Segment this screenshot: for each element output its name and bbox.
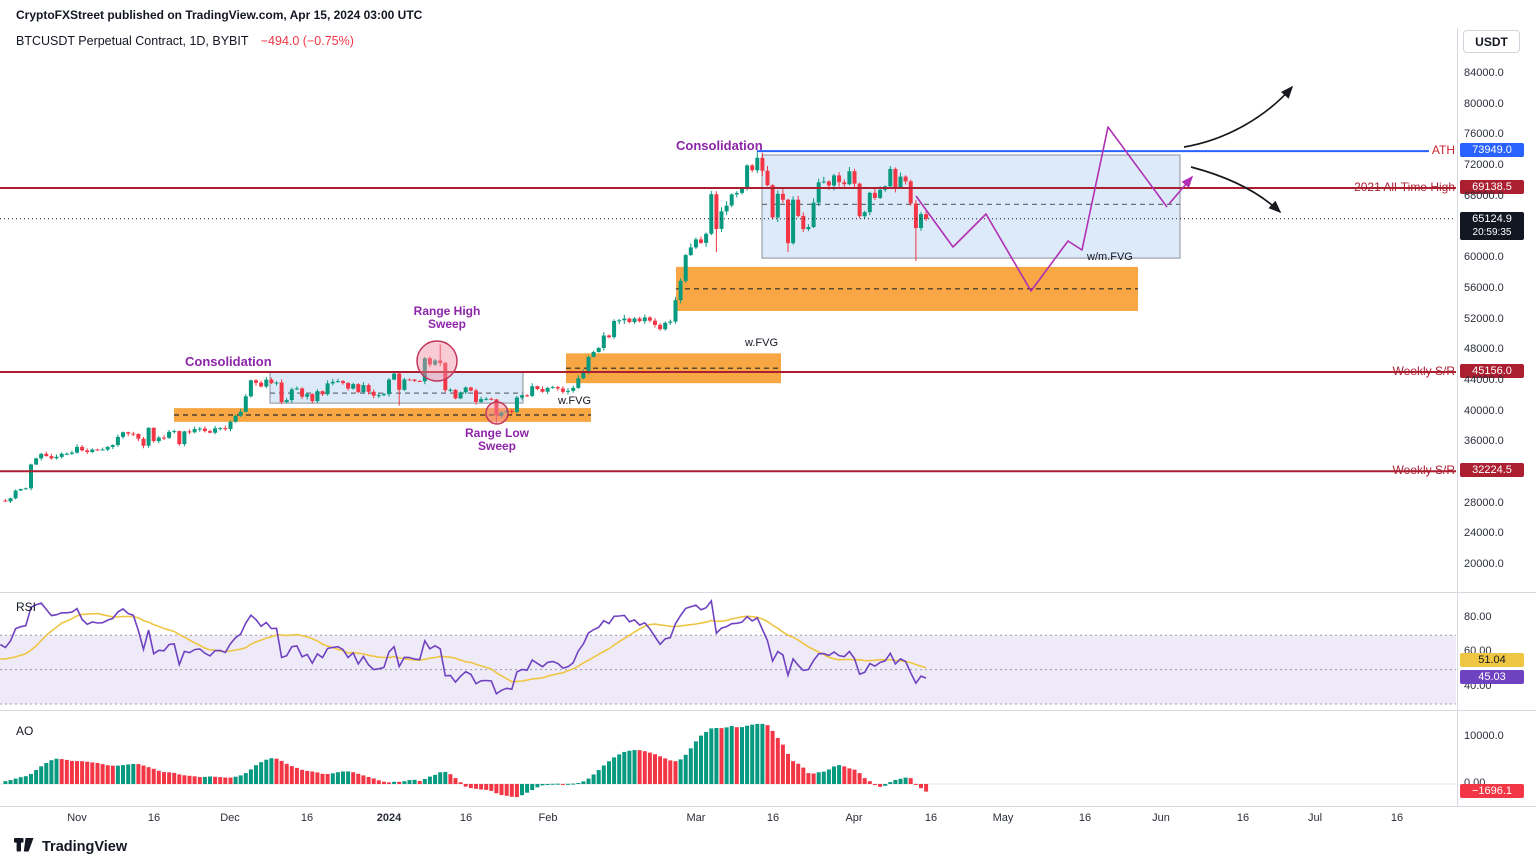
- bearish-rejection-arrow[interactable]: [1190, 166, 1282, 214]
- panel-separator: [0, 592, 1536, 593]
- tradingview-logo-icon[interactable]: [14, 838, 35, 855]
- panel-separator: [0, 710, 1536, 711]
- axis-separator: [0, 806, 1536, 807]
- consolidation-zone-lower[interactable]: [269, 371, 524, 404]
- rsi-line: [0, 599, 927, 696]
- publish-header: CryptoFXStreet published on TradingView.…: [16, 8, 423, 22]
- consolidation-zone-upper[interactable]: [761, 154, 1181, 259]
- rsi-band: [0, 635, 1456, 704]
- currency-toggle-button[interactable]: USDT: [1463, 30, 1520, 53]
- price-axis[interactable]: [1458, 28, 1536, 806]
- symbol-title: BTCUSDT Perpetual Contract, 1D, BYBIT: [16, 34, 249, 48]
- ao-panel-label: AO: [16, 724, 34, 738]
- rsi-panel-canvas[interactable]: [0, 592, 1457, 710]
- bullish-continuation-arrow[interactable]: [1183, 85, 1294, 148]
- range-high-sweep-circle[interactable]: [416, 340, 458, 382]
- candles-group: [3, 152, 929, 503]
- weekly-fvg-zone-feb[interactable]: [566, 353, 781, 384]
- symbol-change: −494.0 (−0.75%): [260, 34, 354, 48]
- projection-arrow[interactable]: [1168, 175, 1194, 205]
- rsi-panel-label: RSI: [16, 600, 37, 614]
- symbol-legend[interactable]: BTCUSDT Perpetual Contract, 1D, BYBIT −4…: [16, 34, 354, 48]
- footer-brand-text[interactable]: TradingView: [42, 838, 128, 855]
- projection-path[interactable]: [915, 126, 1168, 292]
- weekly-monthly-fvg-zone[interactable]: [676, 266, 1138, 311]
- ao-histogram: [3, 723, 929, 798]
- rsi-ma-line: [0, 612, 927, 683]
- time-axis[interactable]: [0, 807, 1457, 832]
- price-chart-canvas[interactable]: [0, 30, 1457, 592]
- range-low-sweep-circle[interactable]: [485, 401, 509, 425]
- footer: TradingView: [14, 838, 127, 855]
- ao-panel-canvas[interactable]: [0, 710, 1457, 806]
- price-axis-separator: [1457, 28, 1458, 806]
